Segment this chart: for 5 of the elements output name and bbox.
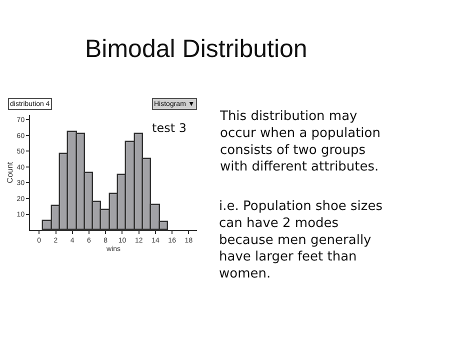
y-axis-title: Count — [6, 161, 15, 184]
text: i.e. Population shoe sizes can have 2 modes because men generally have larger feet than women. — [219, 199, 383, 282]
annotation: test 3 — [152, 121, 186, 135]
text: This distribution may occur when a population consists of two groups with different attributes. — [219, 109, 380, 175]
chart-title: Bimodal Distribution — [85, 34, 308, 63]
